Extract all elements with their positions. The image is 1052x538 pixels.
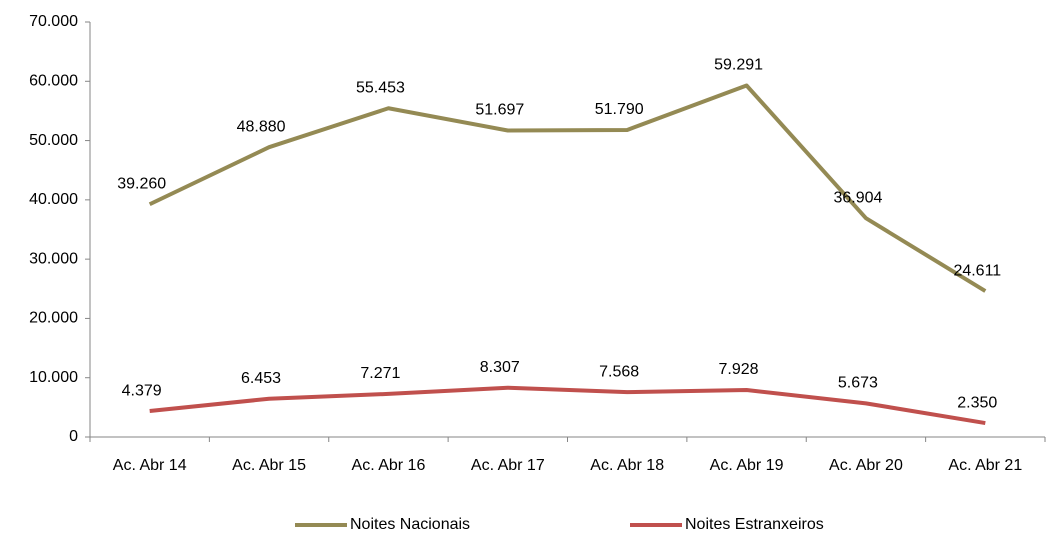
x-tick-label: Ac. Abr 16 [352, 457, 426, 474]
data-label: 51.790 [595, 101, 644, 118]
data-label: 39.260 [117, 175, 166, 192]
data-label: 48.880 [237, 118, 286, 135]
legend-label: Noites Nacionais [350, 516, 470, 533]
x-tick-label: Ac. Abr 17 [471, 457, 545, 474]
y-tick-label: 60.000 [29, 73, 78, 90]
data-label: 8.307 [480, 359, 520, 376]
data-label: 55.453 [356, 79, 405, 96]
series-line [148, 83, 987, 293]
data-label: 5.673 [838, 375, 878, 392]
x-tick-label: Ac. Abr 14 [113, 457, 187, 474]
data-label: 7.928 [719, 361, 759, 378]
y-tick-label: 0 [69, 428, 78, 445]
y-tick-label: 10.000 [29, 369, 78, 386]
y-tick-label: 70.000 [29, 13, 78, 30]
data-label: 4.379 [122, 382, 162, 399]
legend-label: Noites Estranxeiros [685, 516, 824, 533]
x-tick-label: Ac. Abr 19 [710, 457, 784, 474]
data-label: 59.291 [714, 57, 763, 74]
y-tick-label: 30.000 [29, 250, 78, 267]
data-label: 7.568 [599, 363, 639, 380]
data-label: 51.697 [475, 102, 524, 119]
y-tick-label: 20.000 [29, 310, 78, 327]
data-label: 7.271 [360, 365, 400, 382]
y-tick-label: 50.000 [29, 132, 78, 149]
y-tick-label: 40.000 [29, 191, 78, 208]
x-tick-label: Ac. Abr 20 [829, 457, 903, 474]
series-line [149, 385, 986, 426]
x-tick-label: Ac. Abr 21 [948, 457, 1022, 474]
x-tick-label: Ac. Abr 15 [232, 457, 306, 474]
data-label: 2.350 [957, 394, 997, 411]
data-label: 6.453 [241, 370, 281, 387]
x-tick-label: Ac. Abr 18 [590, 457, 664, 474]
data-label: 24.611 [953, 262, 1001, 279]
data-label: 36.904 [833, 189, 882, 206]
